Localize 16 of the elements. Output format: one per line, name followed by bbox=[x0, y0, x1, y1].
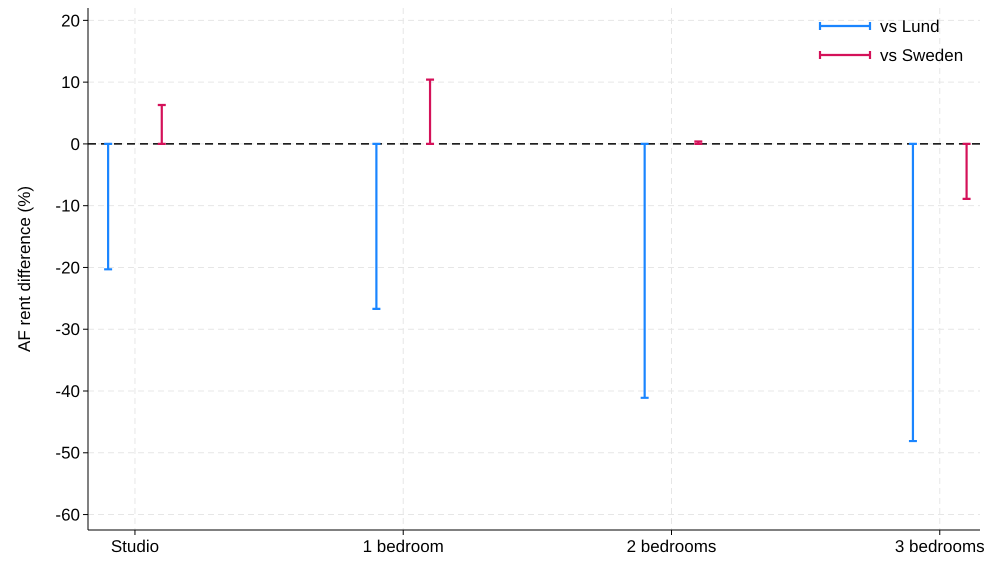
x-tick-label: 1 bedroom bbox=[362, 537, 444, 556]
y-tick-label: -10 bbox=[55, 196, 80, 216]
legend-label: vs Lund bbox=[880, 16, 940, 36]
x-tick-label: 3 bedrooms bbox=[894, 537, 985, 556]
y-tick-label: -30 bbox=[55, 320, 80, 340]
y-tick-label: -40 bbox=[55, 382, 80, 401]
y-tick-label: -20 bbox=[55, 258, 80, 278]
legend-label: vs Sweden bbox=[880, 46, 964, 65]
y-tick-label: -50 bbox=[55, 444, 80, 463]
x-tick-label: 2 bedrooms bbox=[626, 537, 716, 556]
x-tick-label: Studio bbox=[110, 537, 160, 556]
y-tick-label: 20 bbox=[61, 11, 80, 30]
y-tick-label: 10 bbox=[61, 73, 80, 92]
y-tick-label: -60 bbox=[55, 506, 80, 525]
y-tick-label: 0 bbox=[70, 134, 80, 154]
y-axis-title: AF rent difference (%) bbox=[15, 186, 34, 352]
